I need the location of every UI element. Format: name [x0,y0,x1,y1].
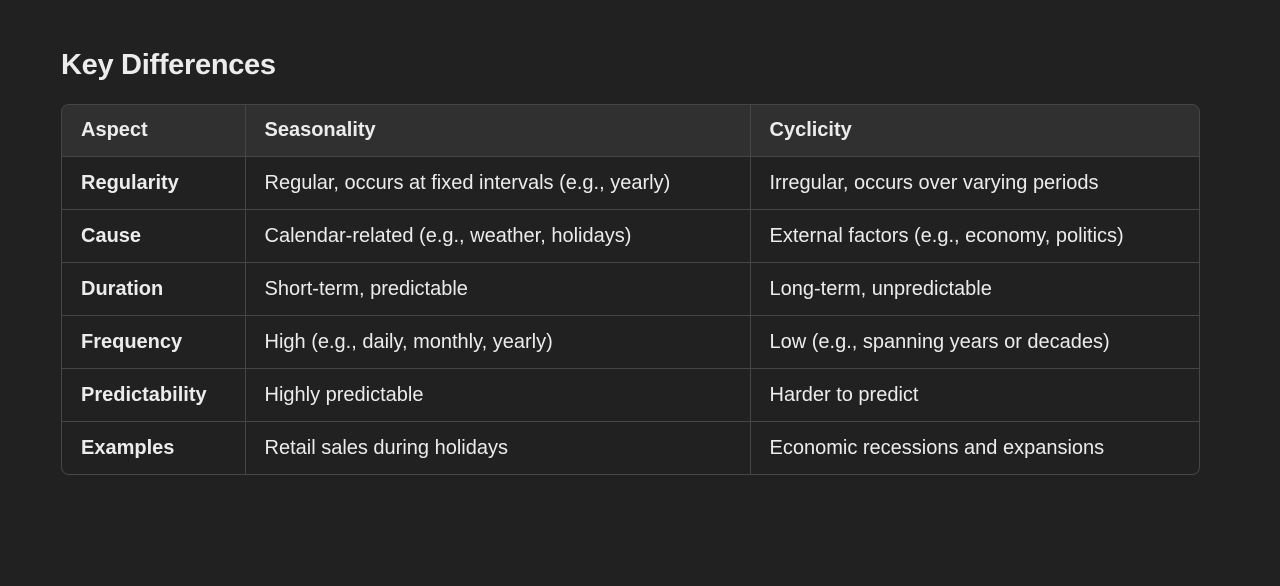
header-cyclicity: Cyclicity [750,105,1199,157]
cell-cyclicity: External factors (e.g., economy, politic… [750,209,1199,263]
comparison-table-container: Aspect Seasonality Cyclicity Regularity … [61,104,1200,475]
cell-aspect: Duration [62,262,246,316]
cell-cyclicity: Economic recessions and expansions [769,437,1105,459]
cell-aspect: Frequency [62,315,246,369]
section-heading: Key Differences [61,49,276,81]
table-row: Examples Retail sales during holidays Ec… [62,421,1199,474]
table-row: Duration Short-term, predictable Long-te… [62,262,1199,316]
cell-aspect: Predictability [62,368,246,422]
cell-cyclicity: Low (e.g., spanning years or decades) [750,315,1199,369]
cell-seasonality: Regular, occurs at fixed intervals (e.g.… [245,156,751,210]
table-row: Frequency High (e.g., daily, monthly, ye… [62,315,1199,369]
cell-cyclicity: Irregular, occurs over varying periods [750,156,1199,210]
cell-aspect: Regularity [62,156,246,210]
header-aspect: Aspect [62,105,246,157]
cell-seasonality: Calendar-related (e.g., weather, holiday… [245,209,751,263]
cell-seasonality: Short-term, predictable [245,262,751,316]
header-seasonality: Seasonality [245,105,751,157]
table-row: Predictability Highly predictable Harder… [62,368,1199,422]
cell-seasonality: Highly predictable [245,368,751,422]
cell-cyclicity: Long-term, unpredictable [750,262,1199,316]
table-row: Regularity Regular, occurs at fixed inte… [62,156,1199,210]
header-row: Aspect Seasonality Cyclicity [62,105,1199,157]
cell-aspect: Cause [62,209,246,263]
table-body: Regularity Regular, occurs at fixed inte… [62,156,1199,474]
cell-aspect: Examples [62,421,246,474]
cell-seasonality: High (e.g., daily, monthly, yearly) [245,315,751,369]
comparison-table: Aspect Seasonality Cyclicity Regularity … [62,105,1199,474]
content: Key Differences Aspect Seasonality Cycli… [61,45,1200,475]
cell-cyclicity: Harder to predict [750,368,1199,422]
cell-seasonality: Retail sales during holidays [245,421,751,474]
table-row: Cause Calendar-related (e.g., weather, h… [62,209,1199,263]
table-header: Aspect Seasonality Cyclicity [62,105,1199,157]
